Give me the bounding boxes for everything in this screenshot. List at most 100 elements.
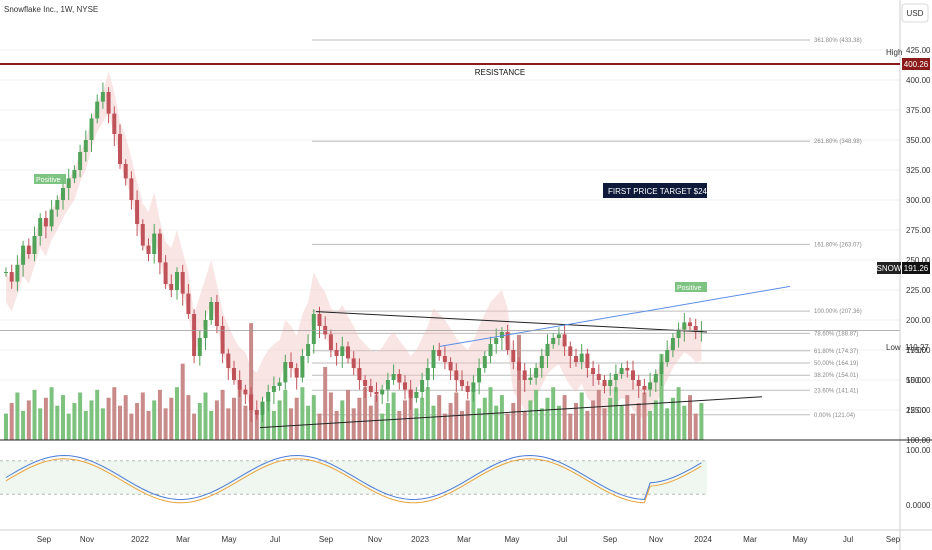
candle-body [21, 245, 26, 265]
ticker-label: SNOW [877, 264, 902, 273]
candle-body [83, 140, 88, 152]
last-price-badge [902, 262, 930, 274]
volume-bar [511, 403, 516, 440]
candle-body [505, 332, 510, 350]
candle-body [613, 374, 618, 380]
volume-bar [562, 395, 567, 440]
candle-body [15, 264, 20, 282]
time-tick-label: 2023 [411, 535, 429, 544]
currency-button[interactable] [901, 3, 929, 23]
volume-bar [61, 395, 65, 440]
candle-body [568, 346, 573, 356]
time-tick-label: Mar [457, 535, 471, 544]
volume-bar [693, 413, 698, 440]
last-price-value: 191.26 [904, 264, 929, 273]
volume-bar [579, 392, 584, 440]
candle-body [294, 368, 299, 378]
candle-body [414, 392, 419, 398]
candle-body [72, 170, 77, 179]
volume-bar [300, 387, 305, 440]
volume-bar [442, 413, 447, 440]
volume-bar [129, 413, 134, 440]
volume-bar [448, 403, 453, 440]
candle-body [477, 368, 482, 383]
price-grid [0, 49, 900, 441]
volume-bar [100, 408, 105, 440]
volume-bar [659, 353, 664, 440]
candle-body [665, 350, 670, 362]
stoch-k-line [5, 455, 702, 501]
candle-body [49, 209, 54, 227]
price-candles [4, 82, 704, 422]
candle-body [420, 380, 425, 392]
volume-bar [408, 389, 413, 440]
volume-bar [9, 403, 14, 440]
volume-bar [676, 387, 681, 440]
candle-body [551, 338, 556, 344]
candle-body [556, 334, 561, 338]
candle-body [277, 382, 282, 386]
candle-body [135, 200, 140, 224]
candle-body [391, 374, 396, 380]
candle-body [437, 350, 442, 356]
candle-body [271, 386, 276, 392]
candle-body [448, 362, 453, 371]
volume-tick-label: 75.00 [906, 346, 927, 355]
candle-body [642, 386, 647, 390]
candle-body [232, 368, 236, 380]
target-label: FIRST PRICE TARGET $240 [608, 187, 712, 196]
time-tick-label: Nov [649, 535, 663, 544]
candle-body [596, 374, 601, 380]
candle-body [346, 346, 350, 359]
volume-bar [283, 389, 288, 440]
candle-body [534, 368, 539, 378]
volume-bar [277, 400, 282, 440]
candle-body [38, 218, 43, 236]
volume-bar [653, 400, 658, 440]
supertrend-cloud [6, 71, 702, 420]
volume-bar [289, 408, 293, 440]
target-box[interactable] [603, 183, 707, 198]
volume-bar [585, 410, 590, 440]
blue-trendline [439, 285, 791, 347]
price-tick-label: 400.00 [906, 76, 931, 85]
candle-body [676, 329, 681, 338]
candle-body [574, 356, 578, 362]
volume-bar [340, 400, 345, 440]
volume-bar [460, 410, 464, 440]
candle-body [511, 350, 516, 362]
price-tick-label: 175.00 [906, 346, 931, 355]
candle-body [26, 245, 31, 254]
fib-level-label: 361.80% (433.38) [814, 38, 862, 44]
volume-bar [568, 413, 573, 440]
candle-body [670, 338, 675, 350]
volume-bar [4, 413, 8, 440]
candle-body [380, 389, 385, 395]
candle-body [517, 362, 521, 371]
volume-bar [454, 392, 459, 440]
candle-body [146, 245, 151, 254]
volume-bar [72, 403, 77, 440]
volume-bar [38, 408, 43, 440]
volume-tick-label: 50.00 [906, 376, 927, 385]
volume-bar [351, 408, 356, 440]
candle-body [9, 272, 14, 282]
upper-trendline [315, 311, 708, 333]
candle-body [152, 233, 157, 254]
volume-bar [591, 400, 596, 440]
fib-level-label: 61.80% (174.37) [814, 349, 858, 355]
volume-bar [494, 405, 499, 440]
time-tick-label: May [792, 535, 807, 544]
candle-body [659, 362, 664, 374]
candle-body [602, 380, 607, 386]
candle-body [32, 236, 37, 254]
candle-body [340, 346, 345, 356]
time-tick-label: May [221, 535, 236, 544]
volume-bar [306, 405, 311, 440]
trend-lines [0, 285, 900, 429]
volume-bar [266, 392, 271, 440]
volume-bar [118, 405, 122, 440]
volume-bar [619, 405, 624, 440]
volume-bar [625, 395, 630, 440]
